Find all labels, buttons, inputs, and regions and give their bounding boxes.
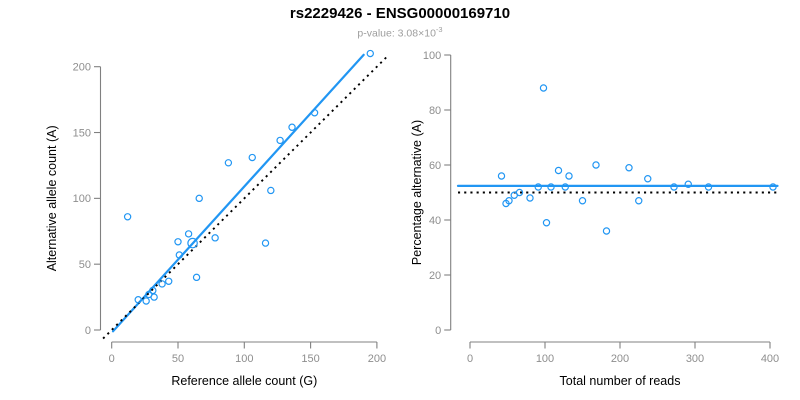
data-point — [142, 297, 150, 305]
identity-line — [102, 56, 387, 340]
y-tick-label: 0 — [435, 325, 441, 337]
x-tick-label: 50 — [172, 353, 184, 365]
x-tick-label: 300 — [686, 353, 704, 365]
data-point — [195, 194, 203, 203]
data-point — [211, 234, 219, 242]
data-point — [542, 219, 551, 227]
y-tick-label: 100 — [73, 193, 91, 205]
y-axis-label: Percentage alternative (A) — [410, 120, 424, 265]
data-point — [174, 238, 182, 246]
data-point — [134, 296, 142, 304]
data-point — [670, 183, 678, 191]
data-point — [150, 293, 158, 301]
data-point — [187, 237, 198, 249]
x-tick-label: 100 — [235, 353, 253, 365]
y-tick-label: 60 — [429, 160, 441, 172]
data-point — [515, 188, 524, 197]
ref-vs-alt-scatter: 0 50 100 150 200 0 50 100 150 200 Reference allele… — [45, 49, 387, 388]
data-point — [261, 239, 270, 247]
data-point — [578, 197, 587, 205]
data-point — [288, 123, 296, 131]
y-axis-label: Alternative allele count (A) — [45, 125, 59, 271]
data-point — [192, 273, 201, 282]
y-tick-label: 100 — [423, 50, 441, 62]
data-point — [561, 183, 569, 191]
figure-subtitle: p-value: 3.08×10-3 — [0, 25, 800, 40]
data-point — [704, 183, 713, 191]
data-point — [123, 213, 132, 221]
x-tick-label: 0 — [467, 353, 473, 365]
data-point — [625, 164, 633, 172]
data-point — [248, 153, 256, 162]
reads-vs-percentage-scatter: 0 20 40 60 80 100 0 100 200 300 400 Total number of… — [410, 50, 779, 388]
y-tick-label: 150 — [73, 127, 91, 139]
x-tick-label: 0 — [109, 353, 115, 365]
data-point — [539, 84, 548, 92]
data-point — [276, 136, 284, 145]
y-tick-label: 40 — [429, 215, 441, 227]
data-point — [534, 183, 542, 191]
data-point — [769, 183, 777, 191]
data-point — [505, 197, 513, 205]
data-point — [175, 251, 184, 259]
data-point — [310, 109, 319, 117]
x-axis-label: Total number of reads — [560, 374, 681, 388]
data-point — [184, 230, 193, 238]
data-point — [644, 175, 652, 183]
x-tick-label: 200 — [611, 353, 629, 365]
data-point — [684, 180, 692, 188]
data-point — [635, 197, 643, 205]
data-point — [602, 227, 611, 235]
data-point — [158, 280, 166, 288]
data-point — [267, 186, 275, 195]
fitted-line — [111, 53, 365, 333]
y-tick-label: 20 — [429, 270, 441, 282]
data-point — [165, 277, 173, 285]
x-tick-label: 200 — [368, 353, 386, 365]
data-point — [224, 159, 233, 167]
pvalue-exponent: -3 — [435, 25, 443, 34]
pvalue-text: p-value: 3.08×10 — [357, 27, 436, 40]
x-tick-label: 150 — [301, 353, 319, 365]
data-point — [565, 172, 573, 180]
data-point — [526, 194, 534, 202]
data-point — [366, 49, 374, 58]
y-tick-label: 50 — [79, 259, 91, 271]
x-tick-label: 100 — [536, 353, 554, 365]
x-axis-label: Reference allele count (G) — [171, 374, 317, 388]
figure-title: rs2229426 - ENSG00000169710 — [289, 5, 511, 22]
data-point — [497, 172, 506, 180]
data-point — [149, 286, 157, 295]
x-tick-label: 400 — [761, 353, 779, 365]
y-tick-label: 200 — [73, 62, 91, 74]
data-point — [547, 183, 555, 191]
data-point — [592, 161, 600, 169]
data-point — [554, 166, 563, 175]
y-tick-label: 80 — [429, 105, 441, 117]
y-tick-label: 0 — [85, 325, 91, 337]
